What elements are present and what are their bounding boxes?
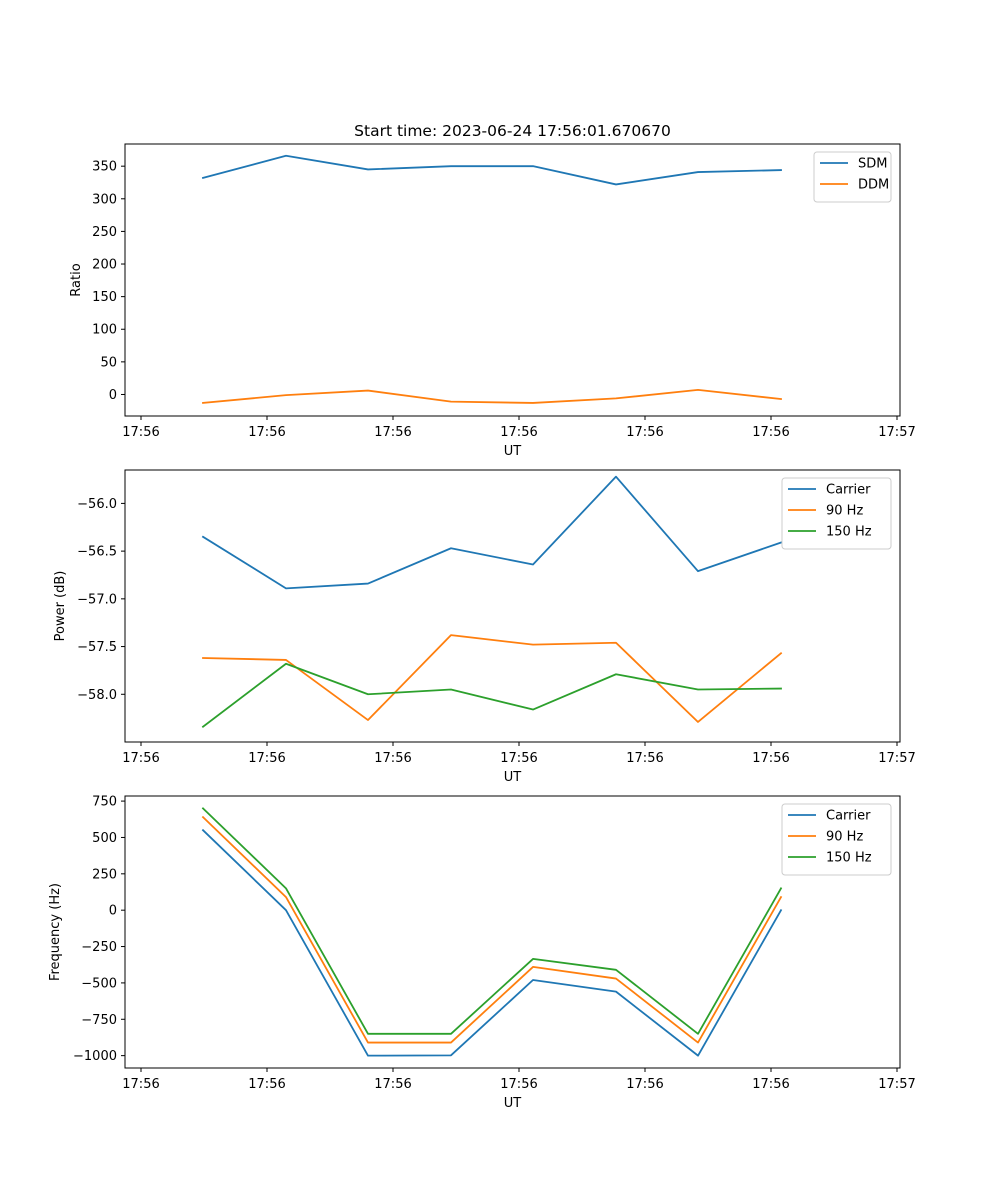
legend: SDM DDM xyxy=(813,151,892,203)
y-tick-label: 50 xyxy=(100,355,117,370)
x-tick-label: 17:56 xyxy=(374,425,411,440)
legend-label: Carrier xyxy=(826,483,871,498)
x-tick-label: 17:56 xyxy=(626,1077,663,1092)
x-tick-label: 17:56 xyxy=(248,1077,285,1092)
series-line-sdm xyxy=(201,154,782,186)
x-tick-label: 17:57 xyxy=(878,1077,915,1092)
x-axis-label: UT xyxy=(504,770,522,785)
legend-label: DDM xyxy=(858,178,889,193)
y-axis-label: Power (dB) xyxy=(53,571,68,642)
x-tick-label: 17:56 xyxy=(626,751,663,766)
chart-panel-1: 17:56 17:56 17:56 17:56 17:56 17:56 17:57 0 50 10… xyxy=(69,122,916,459)
x-tick-label: 17:56 xyxy=(752,425,789,440)
legend: Carrier 90 Hz 150 Hz xyxy=(781,803,892,876)
series-line-150-hz xyxy=(201,662,782,728)
x-tick-label: 17:56 xyxy=(374,751,411,766)
y-tick-label: −58.0 xyxy=(77,688,117,703)
series-line-ddm xyxy=(202,389,782,404)
series-line-90-hz xyxy=(202,634,783,723)
y-tick-label: 250 xyxy=(92,867,117,882)
legend: Carrier 90 Hz 150 Hz xyxy=(781,477,892,550)
y-tick-label: 500 xyxy=(92,831,117,846)
x-tick-label: 17:56 xyxy=(626,425,663,440)
chart-title: Start time: 2023-06-24 17:56:01.670670 xyxy=(354,122,671,140)
series-line-carrier xyxy=(201,828,783,1057)
x-tick-label: 17:56 xyxy=(248,425,285,440)
y-tick-label: −57.5 xyxy=(77,640,117,655)
y-tick-label: −750 xyxy=(81,1013,117,1028)
axes-frame xyxy=(124,795,901,1069)
legend-label: 90 Hz xyxy=(826,504,863,519)
y-tick-label: 0 xyxy=(109,904,117,919)
y-tick-label: 0 xyxy=(109,388,117,403)
legend-label: 150 Hz xyxy=(826,851,872,866)
y-tick-label: 300 xyxy=(92,192,117,207)
x-axis-label: UT xyxy=(504,1096,522,1111)
y-tick-label: 200 xyxy=(92,258,117,273)
x-tick-label: 17:56 xyxy=(122,1077,159,1092)
y-tick-label: 250 xyxy=(92,225,117,240)
x-tick-label: 17:56 xyxy=(122,751,159,766)
legend-label: 90 Hz xyxy=(826,830,863,845)
x-tick-label: 17:56 xyxy=(752,751,789,766)
x-tick-label: 17:56 xyxy=(122,425,159,440)
y-tick-label: −250 xyxy=(81,940,117,955)
x-tick-label: 17:56 xyxy=(500,1077,537,1092)
series-line-150-hz xyxy=(201,807,783,1035)
y-tick-label: −1000 xyxy=(73,1049,117,1064)
y-tick-label: −56.5 xyxy=(77,545,117,560)
legend-label: Carrier xyxy=(826,809,871,824)
legend-label: SDM xyxy=(858,157,887,172)
chart-panel-3: 17:56 17:56 17:56 17:56 17:56 17:56 17:57 −1000… xyxy=(48,795,916,1111)
axes-frame xyxy=(124,143,901,417)
axes-frame xyxy=(124,469,901,743)
x-tick-label: 17:56 xyxy=(374,1077,411,1092)
x-tick-label: 17:57 xyxy=(878,751,915,766)
x-tick-label: 17:56 xyxy=(500,425,537,440)
x-axis-label: UT xyxy=(504,444,522,459)
legend-box xyxy=(813,151,892,203)
y-axis-label: Ratio xyxy=(69,263,84,296)
x-tick-label: 17:57 xyxy=(878,425,915,440)
x-tick-label: 17:56 xyxy=(500,751,537,766)
y-tick-label: 150 xyxy=(92,290,117,305)
y-tick-label: 350 xyxy=(92,160,117,175)
legend-label: 150 Hz xyxy=(826,525,872,540)
series-line-carrier xyxy=(201,475,783,590)
x-tick-label: 17:56 xyxy=(752,1077,789,1092)
y-axis-label: Frequency (Hz) xyxy=(48,883,63,981)
y-tick-label: −56.0 xyxy=(77,497,117,512)
series-line-90-hz xyxy=(201,815,783,1044)
x-tick-label: 17:56 xyxy=(248,751,285,766)
y-tick-label: 100 xyxy=(92,323,117,338)
y-tick-label: −500 xyxy=(81,976,117,991)
y-tick-label: −57.0 xyxy=(77,592,117,607)
y-tick-label: 750 xyxy=(92,795,117,810)
chart-panel-2: 17:56 17:56 17:56 17:56 17:56 17:56 17:57 −58.0… xyxy=(53,469,916,785)
